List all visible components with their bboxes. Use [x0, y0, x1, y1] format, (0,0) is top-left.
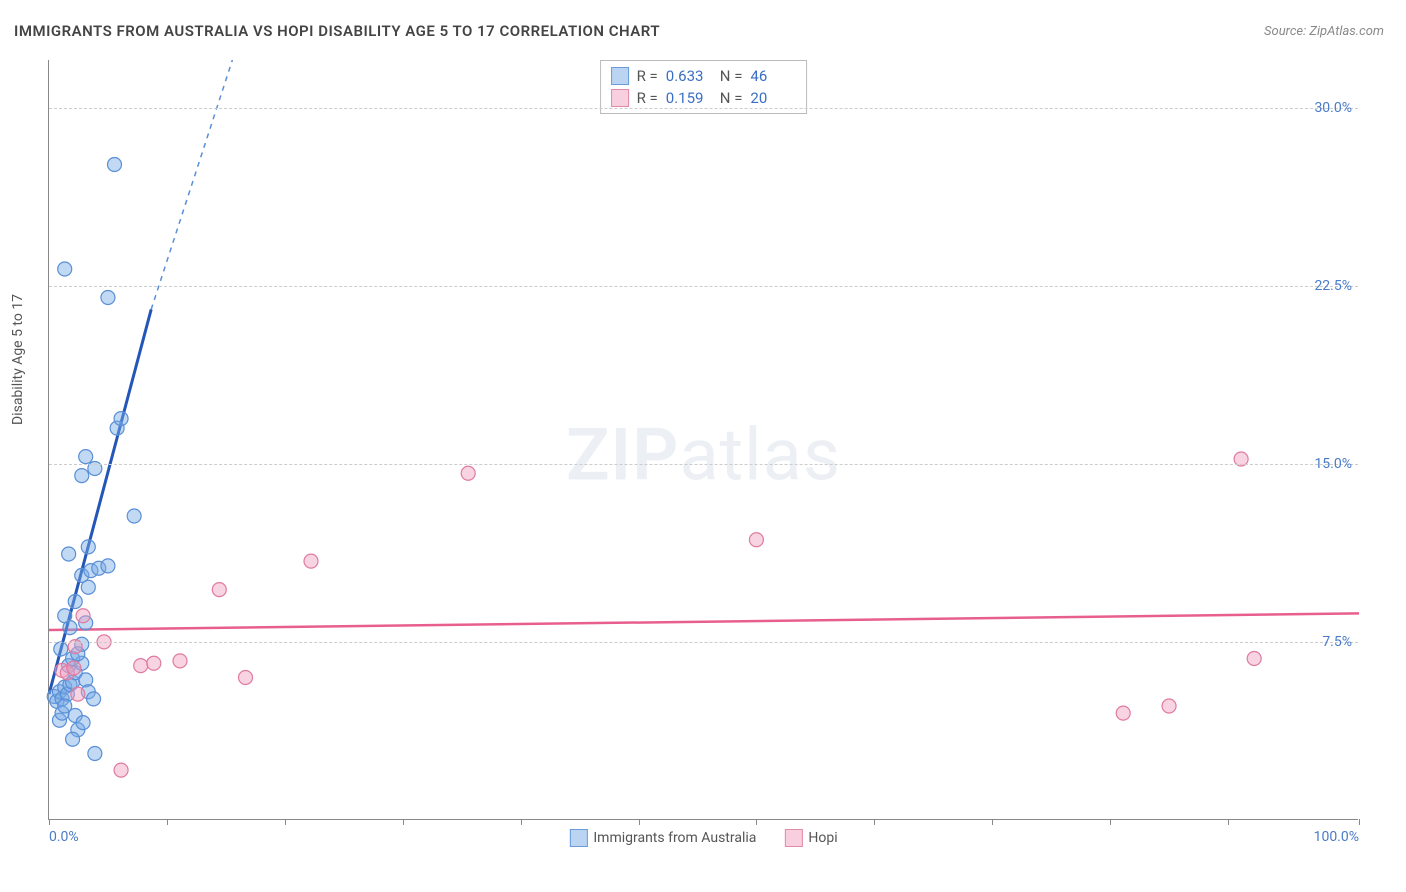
x-tick [1110, 819, 1111, 825]
series-legend: Immigrants from Australia Hopi [569, 829, 837, 847]
x-tick [1228, 819, 1229, 825]
x-tick-label: 0.0% [49, 829, 79, 845]
x-tick [992, 819, 993, 825]
legend-item-australia: Immigrants from Australia [569, 829, 756, 847]
plot-area: ZIPatlas R = 0.633 N = 46 R = 0.159 N = … [48, 60, 1358, 820]
swatch-blue [569, 829, 587, 847]
y-axis-label: Disability Age 5 to 17 [10, 294, 26, 425]
x-tick [521, 819, 522, 825]
x-tick [403, 819, 404, 825]
y-tick-label: 7.5% [1322, 634, 1352, 650]
x-tick [167, 819, 168, 825]
x-tick [1359, 819, 1360, 825]
y-tick-label: 22.5% [1314, 278, 1352, 294]
x-tick [874, 819, 875, 825]
y-tick-label: 30.0% [1314, 100, 1352, 116]
gridline [49, 464, 1358, 465]
legend-item-hopi: Hopi [784, 829, 837, 847]
legend-label: Hopi [808, 830, 837, 846]
scatter-svg [49, 60, 1358, 819]
x-tick-label: 100.0% [1314, 829, 1359, 845]
gridline [49, 642, 1358, 643]
x-tick [639, 819, 640, 825]
y-tick-label: 15.0% [1314, 456, 1352, 472]
source-attribution: Source: ZipAtlas.com [1264, 24, 1384, 39]
gridline [49, 286, 1358, 287]
swatch-pink [784, 829, 802, 847]
legend-label: Immigrants from Australia [593, 830, 756, 846]
chart-title: IMMIGRANTS FROM AUSTRALIA VS HOPI DISABI… [14, 22, 660, 40]
gridline [49, 108, 1358, 109]
x-tick [756, 819, 757, 825]
x-tick [285, 819, 286, 825]
x-tick [49, 819, 50, 825]
